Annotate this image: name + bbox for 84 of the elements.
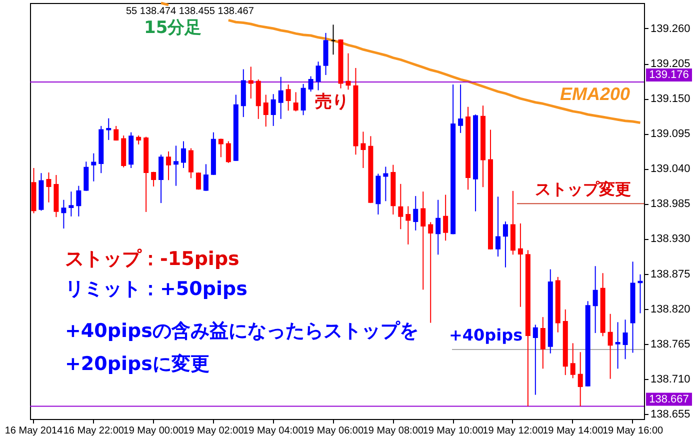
candlestick <box>300 83 306 116</box>
candlestick <box>540 316 546 370</box>
x-tick-label: 19 May 04:00 <box>243 426 304 436</box>
candlestick <box>592 266 598 334</box>
x-tick-label: 19 May 14:00 <box>542 426 604 436</box>
candlestick <box>263 94 268 128</box>
candlestick <box>406 206 411 245</box>
candlestick <box>84 161 89 192</box>
y-tick-label: 138.655 <box>650 408 690 420</box>
candlestick <box>76 185 82 217</box>
x-tick-label: 19 May 02:00 <box>183 426 244 436</box>
candlestick <box>248 66 254 100</box>
candlestick <box>502 221 508 268</box>
annotation: 売り <box>315 92 349 112</box>
candlestick <box>420 191 426 290</box>
candlestick <box>360 131 366 168</box>
x-tick-label: 19 May 16:00 <box>602 426 664 436</box>
x-tick-label: 19 May 06:00 <box>302 426 364 436</box>
y-tick-label: 139.205 <box>650 58 690 70</box>
x-tick-label: 19 May 10:00 <box>422 426 484 436</box>
candlestick <box>316 61 321 91</box>
candlestick <box>615 322 620 370</box>
candlestick <box>413 196 418 231</box>
candlestick <box>608 313 613 380</box>
candlestick <box>278 76 284 120</box>
ref-line-label: 138.667 <box>649 393 689 406</box>
y-tick-label: 139.150 <box>650 93 690 106</box>
candlestick <box>151 171 156 187</box>
candlestick <box>518 222 523 308</box>
candlestick <box>181 140 186 168</box>
annotation: ストップ：-15pips <box>65 248 240 270</box>
series-label: EMA200 <box>560 84 630 104</box>
candlestick <box>308 76 314 92</box>
ref-line-label: 139.176 <box>649 68 689 81</box>
x-tick-label: 19 May 12:00 <box>482 426 544 436</box>
y-tick-label: 139.095 <box>650 128 690 140</box>
candlestick <box>495 196 500 258</box>
candlestick <box>293 92 298 112</box>
candlestick <box>61 199 66 230</box>
candlestick <box>68 191 74 217</box>
candlestick <box>578 352 583 407</box>
candlestick <box>622 319 628 360</box>
candlestick <box>188 148 194 179</box>
y-tick-label: 138.985 <box>650 198 690 210</box>
y-tick-label: 138.930 <box>650 233 690 246</box>
y-tick-label: 138.820 <box>650 303 690 316</box>
candlestick <box>286 84 291 112</box>
y-tick-label: 138.710 <box>650 373 690 386</box>
x-tick-label: 16 May 22:00 <box>63 426 124 436</box>
x-tick-label: 19 May 08:00 <box>362 426 424 436</box>
candlestick <box>106 118 112 140</box>
annotation: 55 138.474 138.455 138.467 <box>126 6 254 17</box>
y-tick-label: 139.260 <box>650 22 690 35</box>
annotation: リミット：+50pips <box>65 278 248 300</box>
candlestick <box>158 154 164 204</box>
candlestick <box>226 140 231 164</box>
candlestick <box>638 274 643 314</box>
candlestick <box>203 164 208 192</box>
candlestick <box>91 152 96 182</box>
candlestick <box>46 172 52 203</box>
annotation: +40pipsの含み益になったらストップを <box>65 320 418 342</box>
candlestick <box>174 145 179 186</box>
candlestick <box>346 52 351 90</box>
candlestick <box>166 150 172 181</box>
y-tick-label: 138.765 <box>650 338 690 350</box>
y-tick-label: 139.040 <box>650 163 690 176</box>
candlestick <box>458 84 464 134</box>
candlestick <box>436 199 441 256</box>
candlestick <box>428 222 434 324</box>
x-tick-label: 19 May 00:00 <box>123 426 184 436</box>
candlestick <box>532 324 538 396</box>
x-tick-label: 16 May 2014 <box>4 426 64 436</box>
ref-line-label: +40pips <box>449 326 523 345</box>
candlestick <box>443 194 448 242</box>
candlestick <box>270 94 276 126</box>
candlestick <box>383 166 388 202</box>
candlestick <box>218 138 224 158</box>
candlestick <box>570 342 576 379</box>
ref-line-label: ストップ変更 <box>535 180 631 199</box>
annotation: +20pipsに変更 <box>65 353 210 375</box>
candlestick <box>398 183 404 230</box>
candlestick <box>114 125 119 142</box>
text: 15分足 <box>144 18 202 38</box>
y-tick-label: 138.875 <box>650 268 690 280</box>
